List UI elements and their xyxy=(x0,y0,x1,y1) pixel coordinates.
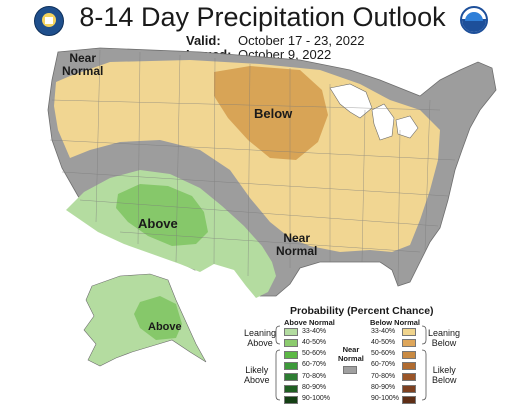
legend-below-swatch xyxy=(402,361,416,370)
region-above-core xyxy=(116,184,208,246)
label-near-normal-nw: Near Normal xyxy=(62,51,104,79)
legend-leaning-above: Leaning Above xyxy=(244,328,277,348)
legend-above-swatch xyxy=(284,384,298,393)
legend-above-bin-label: 80-90% xyxy=(302,384,327,391)
commerce-seal-icon xyxy=(34,6,64,36)
legend-below-bin-label: 50-60% xyxy=(371,350,396,358)
legend-above-swatch xyxy=(284,350,298,359)
legend-below-swatch xyxy=(402,350,416,359)
legend-above-bin-label: 70-80% xyxy=(302,372,327,380)
page-title: 8-14 Day Precipitation Outlook xyxy=(79,2,446,32)
legend-above-bin-label: 60-70% xyxy=(302,361,327,369)
valid-label: Valid: xyxy=(186,33,221,48)
label-near-normal-south: Near Normal xyxy=(276,231,318,259)
label-alaska-above: Above xyxy=(148,321,182,333)
legend-above-swatch xyxy=(284,395,298,404)
alaska-above-core xyxy=(134,296,182,340)
noaa-logo-icon xyxy=(460,6,488,34)
region-leaning-below xyxy=(54,60,440,252)
legend-leaning-below: Leaning Below xyxy=(428,328,461,348)
legend-above-bin-label: 90-100% xyxy=(302,395,331,403)
legend-above-swatch xyxy=(284,361,298,370)
legend-likely-below: Likely Below xyxy=(432,365,457,385)
valid-dates: Valid: October 17 - 23, 2022 xyxy=(186,33,364,48)
legend-below-bin-label: 60-70% xyxy=(371,361,396,369)
great-lakes xyxy=(329,83,419,141)
legend-below-swatch xyxy=(402,373,416,382)
legend-below-bin-label: 40-50% xyxy=(371,338,396,346)
state-borders xyxy=(49,49,456,285)
label-below: Below xyxy=(254,106,293,121)
legend-above-bin-label: 33-40% xyxy=(302,327,327,335)
legend-below-header: Below Normal xyxy=(370,318,421,327)
legend-title: Probability (Percent Chance) xyxy=(290,305,434,317)
legend-above-header: Above Normal xyxy=(284,318,335,327)
legend-below-swatch xyxy=(402,395,416,404)
label-above: Above xyxy=(138,216,178,231)
legend-below-bin-label: 80-90% xyxy=(371,384,396,391)
legend-above-swatch xyxy=(284,339,298,348)
legend-near-header: Near Normal xyxy=(338,345,364,363)
legend-likely-above: Likely Above xyxy=(244,365,270,385)
legend-below-bin-label: 90-100% xyxy=(371,395,400,403)
legend-below-swatch xyxy=(402,339,416,348)
valid-value: October 17 - 23, 2022 xyxy=(238,33,365,48)
legend-below-swatch xyxy=(402,328,416,336)
legend-above-bin-label: 40-50% xyxy=(302,338,327,346)
legend-below-bin-label: 70-80% xyxy=(371,372,396,380)
legend-above-swatch xyxy=(284,328,298,336)
legend-below-bin-label: 33-40% xyxy=(371,327,396,335)
legend-above-bin-label: 50-60% xyxy=(302,350,327,358)
region-below-core xyxy=(214,66,328,160)
legend-below-swatch xyxy=(402,384,416,393)
legend-above-swatch xyxy=(284,373,298,382)
legend-near-swatch xyxy=(343,366,357,374)
